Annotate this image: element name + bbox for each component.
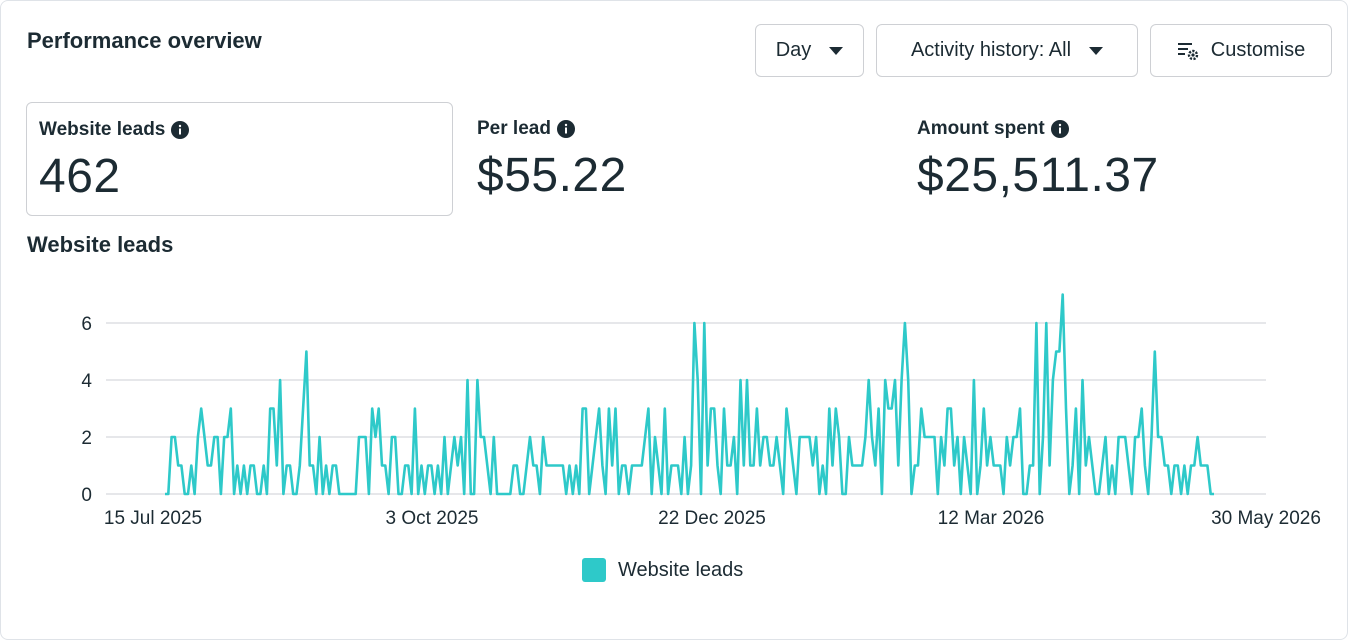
y-tick-label: 2 [81,428,92,449]
info-icon[interactable] [1050,120,1069,138]
metric-website-leads[interactable]: Website leads 462 [26,102,453,216]
info-icon[interactable] [171,121,190,139]
info-icon[interactable] [556,120,575,138]
x-tick-label: 12 Mar 2026 [938,508,1045,529]
legend-swatch [582,558,606,582]
customise-button[interactable]: Customise [1150,24,1332,77]
chart-legend[interactable]: Website leads [582,558,743,582]
metric-label: Website leads [39,119,166,140]
x-tick-label: 30 May 2026 [1211,508,1321,529]
metric-amount-spent[interactable]: Amount spent $25,511.37 [905,102,1325,216]
filter-settings-icon [1177,42,1198,60]
chevron-down-icon [829,46,844,55]
customise-label: Customise [1210,39,1306,61]
metric-per-lead[interactable]: Per lead $55.22 [465,102,885,216]
metric-value: 462 [39,150,121,203]
y-tick-label: 6 [81,314,92,335]
website-leads-chart: 0 2 4 6 15 Jul 2025 3 Oct 2025 22 Dec 2025 12 M… [81,293,1321,529]
x-tick-label: 22 Dec 2025 [658,508,766,529]
metric-value: $25,511.37 [917,149,1159,202]
activity-history-label: Activity history: All [910,39,1072,61]
legend-label: Website leads [618,558,744,581]
page-title: Performance overview [27,28,262,53]
chart-title: Website leads [27,232,174,257]
activity-history-dropdown[interactable]: Activity history: All [876,24,1138,77]
metric-label: Per lead [477,118,551,139]
x-tick-label: 15 Jul 2025 [104,508,202,529]
y-tick-label: 4 [81,371,92,392]
day-dropdown-label: Day [775,39,812,61]
chevron-down-icon [1089,46,1104,55]
y-tick-label: 0 [81,485,92,506]
metric-label: Amount spent [917,118,1045,139]
metric-value: $55.22 [477,149,627,202]
x-tick-label: 3 Oct 2025 [386,508,479,529]
series-line-website-leads [165,293,1214,496]
day-dropdown[interactable]: Day [755,24,864,77]
